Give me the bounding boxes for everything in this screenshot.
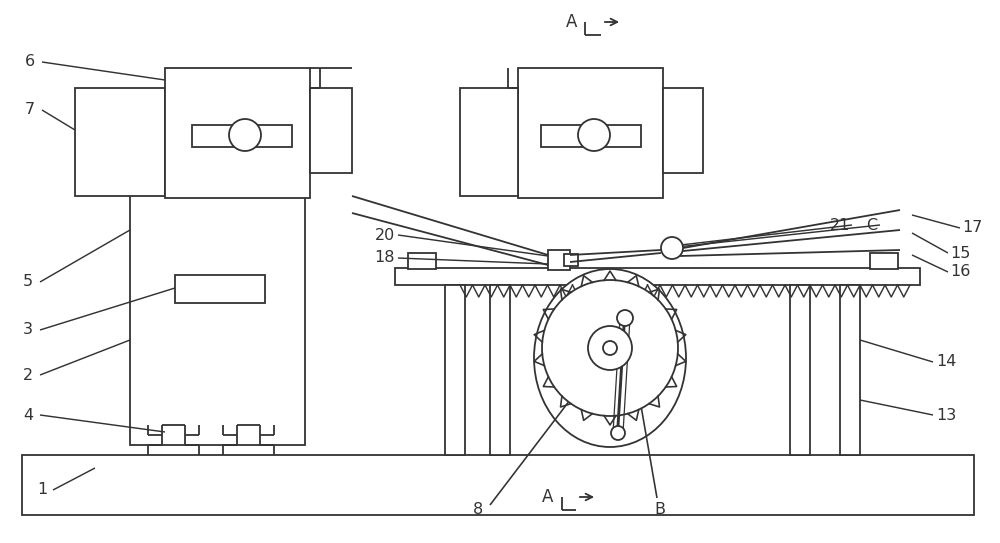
Ellipse shape bbox=[534, 269, 686, 447]
Bar bbox=[310, 88, 352, 173]
Bar bbox=[840, 285, 860, 455]
Text: 14: 14 bbox=[936, 355, 956, 369]
Bar bbox=[870, 253, 898, 269]
Bar bbox=[395, 268, 920, 285]
Bar bbox=[460, 88, 518, 196]
Bar bbox=[541, 125, 641, 147]
Circle shape bbox=[611, 426, 625, 440]
Bar bbox=[564, 254, 578, 266]
Circle shape bbox=[617, 310, 633, 326]
Text: 18: 18 bbox=[375, 250, 395, 266]
Text: 16: 16 bbox=[950, 264, 970, 280]
Text: B: B bbox=[654, 502, 666, 517]
Circle shape bbox=[603, 341, 617, 355]
Text: 20: 20 bbox=[375, 228, 395, 243]
Circle shape bbox=[661, 237, 683, 259]
Bar bbox=[408, 253, 436, 269]
Bar bbox=[192, 125, 292, 147]
Text: 8: 8 bbox=[473, 502, 483, 517]
Text: 17: 17 bbox=[962, 220, 982, 236]
Bar bbox=[165, 68, 310, 198]
Text: A: A bbox=[542, 488, 554, 506]
Bar bbox=[663, 88, 703, 173]
Text: 4: 4 bbox=[23, 407, 33, 422]
Circle shape bbox=[578, 119, 610, 151]
Text: 2: 2 bbox=[23, 368, 33, 382]
Bar bbox=[445, 285, 465, 455]
Bar bbox=[175, 275, 265, 303]
Bar bbox=[75, 88, 165, 196]
Text: C: C bbox=[866, 218, 878, 232]
Text: 5: 5 bbox=[23, 275, 33, 289]
Bar bbox=[130, 175, 305, 445]
Circle shape bbox=[588, 326, 632, 370]
Text: 3: 3 bbox=[23, 323, 33, 338]
Circle shape bbox=[542, 280, 678, 416]
Circle shape bbox=[229, 119, 261, 151]
Text: 1: 1 bbox=[37, 483, 47, 497]
Text: 6: 6 bbox=[25, 54, 35, 70]
Bar bbox=[666, 244, 678, 252]
Bar bbox=[490, 285, 510, 455]
Text: 13: 13 bbox=[936, 407, 956, 422]
Text: 21: 21 bbox=[830, 218, 850, 232]
Bar bbox=[790, 285, 810, 455]
Text: A: A bbox=[566, 13, 578, 31]
Bar bbox=[548, 250, 570, 270]
Bar bbox=[22, 455, 974, 515]
Bar bbox=[518, 68, 663, 198]
Text: 15: 15 bbox=[950, 245, 970, 261]
Text: 7: 7 bbox=[25, 103, 35, 117]
